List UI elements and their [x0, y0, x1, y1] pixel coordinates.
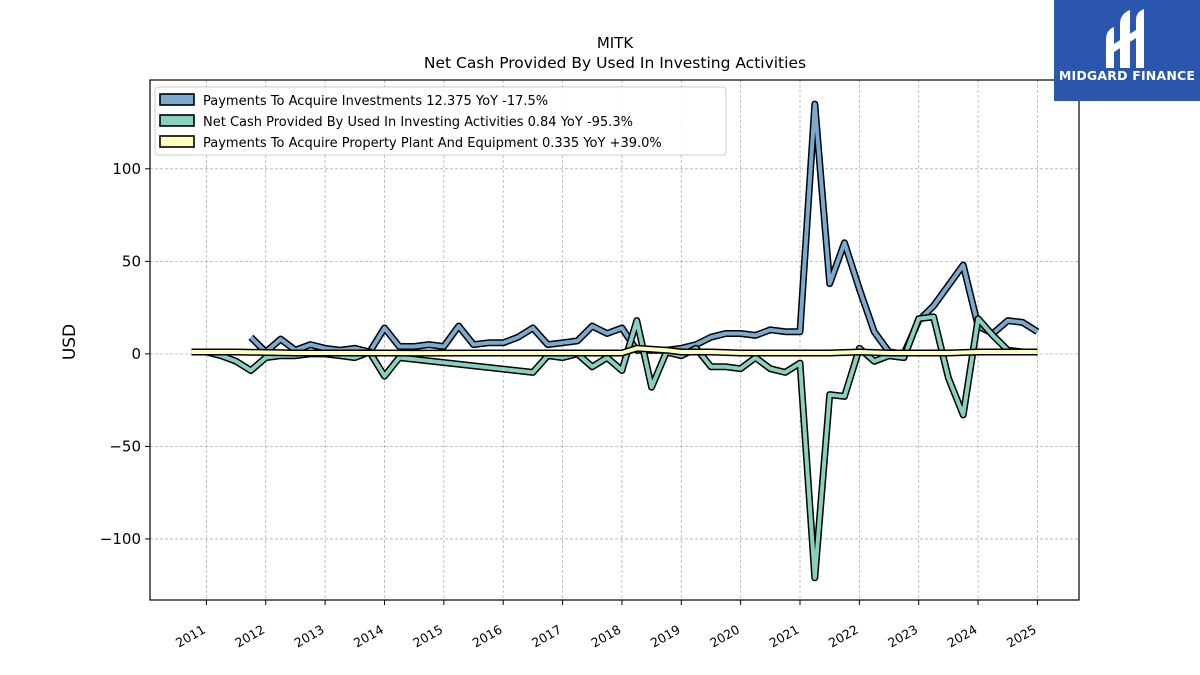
- y-tick-label: 100: [112, 160, 141, 178]
- legend-label: Payments To Acquire Investments 12.375 Y…: [203, 94, 548, 109]
- x-tick-label: 2013: [292, 622, 327, 651]
- x-tick-label: 2016: [470, 622, 505, 651]
- x-tick-label: 2018: [588, 622, 623, 651]
- x-tick-label: 2019: [648, 622, 683, 651]
- chart-title: MITK: [597, 34, 635, 52]
- x-tick-label: 2023: [885, 622, 920, 651]
- x-axis: 2011 2012 2013 2014 2015 2016 2017 2018 2019 2020…: [173, 600, 1039, 651]
- x-tick-label: 2014: [351, 622, 386, 651]
- series-line: [191, 346, 1038, 356]
- legend-swatch: [159, 135, 195, 148]
- brand-logo: MIDGARD FINANCE: [1054, 0, 1200, 101]
- x-tick-label: 2021: [766, 622, 801, 651]
- x-tick-label: 2024: [945, 622, 980, 651]
- legend: Payments To Acquire Investments 12.375 Y…: [154, 86, 727, 156]
- x-tick-label: 2012: [232, 622, 267, 651]
- x-tick-label: 2015: [410, 622, 445, 651]
- x-tick-label: 2011: [173, 622, 208, 651]
- x-tick-label: 2025: [1004, 622, 1039, 651]
- legend-label: Payments To Acquire Property Plant And E…: [203, 136, 662, 151]
- x-tick-label: 2017: [529, 622, 564, 651]
- plot-frame: [149, 79, 1080, 601]
- series-group: [191, 100, 1040, 582]
- legend-swatch: [159, 93, 195, 106]
- x-tick-label: 2022: [826, 622, 861, 651]
- chart-subtitle: Net Cash Provided By Used In Investing A…: [424, 54, 806, 72]
- legend-label: Net Cash Provided By Used In Investing A…: [203, 115, 633, 130]
- brand-name: MIDGARD FINANCE: [1058, 68, 1196, 83]
- y-tick-label: 50: [122, 252, 141, 270]
- legend-box: [154, 86, 727, 156]
- legend-swatch: [159, 114, 195, 127]
- y-tick-label: −50: [109, 437, 141, 455]
- brand-mark-icon: [1106, 9, 1144, 68]
- y-tick-label: −100: [100, 530, 141, 548]
- x-tick-label: 2020: [707, 622, 742, 651]
- y-tick-label: 0: [131, 345, 141, 363]
- y-axis-label: USD: [60, 324, 80, 360]
- y-axis: −100 −50 0 50 100: [100, 160, 150, 548]
